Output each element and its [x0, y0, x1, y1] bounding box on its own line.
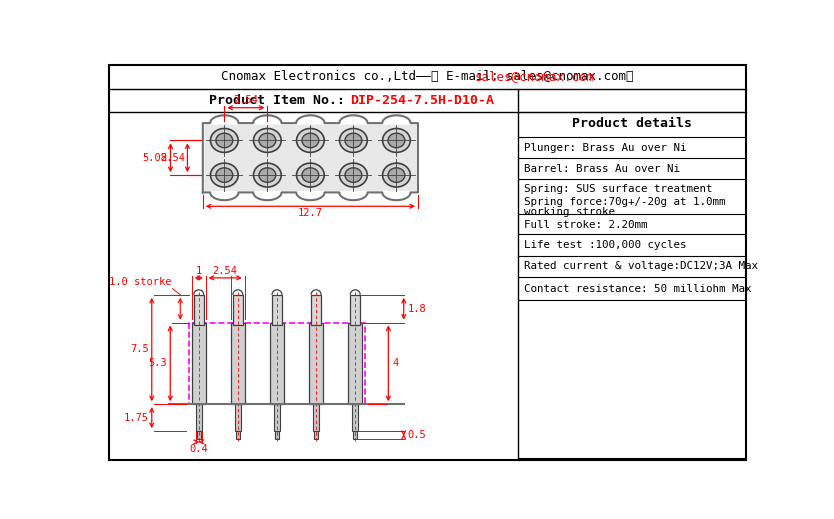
Bar	[231, 322, 245, 404]
Text: Full stroke: 2.20mm: Full stroke: 2.20mm	[524, 220, 647, 230]
Ellipse shape	[302, 168, 319, 182]
Bar	[188, 322, 365, 404]
Text: Product details: Product details	[572, 117, 692, 130]
Ellipse shape	[345, 133, 362, 148]
Ellipse shape	[297, 129, 324, 153]
Text: 2.54: 2.54	[234, 95, 259, 105]
Ellipse shape	[297, 163, 324, 187]
Ellipse shape	[210, 163, 239, 187]
Text: 1.8: 1.8	[408, 304, 426, 313]
Text: 5.3: 5.3	[148, 358, 167, 368]
Bar	[353, 431, 357, 439]
Text: Cnomax Electronics co.,Ltd——（ E-mail: sales@cnomax.com）: Cnomax Electronics co.,Ltd——（ E-mail: sa…	[221, 70, 634, 83]
Text: DIP-254-7.5H-D10-A: DIP-254-7.5H-D10-A	[349, 94, 494, 107]
Text: Spring force:70g+/-20g at 1.0mm: Spring force:70g+/-20g at 1.0mm	[524, 197, 726, 207]
Text: Contact resistance: 50 milliohm Max: Contact resistance: 50 milliohm Max	[524, 284, 751, 294]
Ellipse shape	[302, 133, 319, 148]
Text: sales@cnomax.com: sales@cnomax.com	[475, 70, 595, 83]
Bar	[235, 404, 241, 431]
Bar	[192, 322, 206, 404]
Ellipse shape	[216, 168, 233, 182]
Bar	[313, 404, 319, 431]
Bar	[309, 322, 323, 404]
Ellipse shape	[339, 163, 367, 187]
Ellipse shape	[345, 168, 362, 182]
Text: 1.0 storke: 1.0 storke	[108, 277, 171, 287]
Text: 1.75: 1.75	[123, 413, 148, 422]
Text: 2.54: 2.54	[160, 153, 185, 163]
Ellipse shape	[254, 129, 281, 153]
Bar	[349, 322, 362, 404]
Bar	[352, 404, 359, 431]
Text: 0.4: 0.4	[189, 444, 208, 454]
Text: 1: 1	[196, 266, 202, 276]
Ellipse shape	[339, 129, 367, 153]
Ellipse shape	[216, 133, 233, 148]
FancyBboxPatch shape	[204, 125, 416, 191]
Ellipse shape	[259, 133, 276, 148]
Ellipse shape	[388, 133, 404, 148]
Text: 4: 4	[392, 358, 399, 368]
Bar	[270, 322, 284, 404]
Bar	[314, 431, 319, 439]
Ellipse shape	[388, 168, 404, 182]
Text: 2.54: 2.54	[213, 266, 238, 276]
Bar	[193, 295, 203, 325]
Text: Barrel: Brass Au over Ni: Barrel: Brass Au over Ni	[524, 163, 680, 173]
Bar	[236, 431, 240, 439]
Bar	[275, 431, 279, 439]
Text: Spring: SUS surface treatment: Spring: SUS surface treatment	[524, 184, 712, 194]
Ellipse shape	[259, 168, 276, 182]
Bar	[233, 295, 243, 325]
Text: Life test :100,000 cycles: Life test :100,000 cycles	[524, 240, 686, 250]
Text: Rated current & voltage:DC12V;3A Max: Rated current & voltage:DC12V;3A Max	[524, 262, 757, 271]
Bar	[197, 431, 201, 439]
Text: 12.7: 12.7	[298, 208, 323, 218]
Bar	[311, 295, 321, 325]
Bar	[196, 404, 202, 431]
Ellipse shape	[383, 163, 410, 187]
Ellipse shape	[254, 163, 281, 187]
Ellipse shape	[210, 129, 239, 153]
Bar	[272, 295, 282, 325]
Text: 7.5: 7.5	[130, 345, 148, 354]
Text: 0.5: 0.5	[408, 430, 426, 440]
Text: working stroke: working stroke	[524, 207, 615, 216]
Ellipse shape	[383, 129, 410, 153]
Text: Product Item No.:: Product Item No.:	[209, 94, 345, 107]
Bar	[274, 404, 280, 431]
Bar	[350, 295, 360, 325]
Text: 5.08: 5.08	[143, 153, 168, 163]
Text: Plunger: Brass Au over Ni: Plunger: Brass Au over Ni	[524, 143, 686, 153]
